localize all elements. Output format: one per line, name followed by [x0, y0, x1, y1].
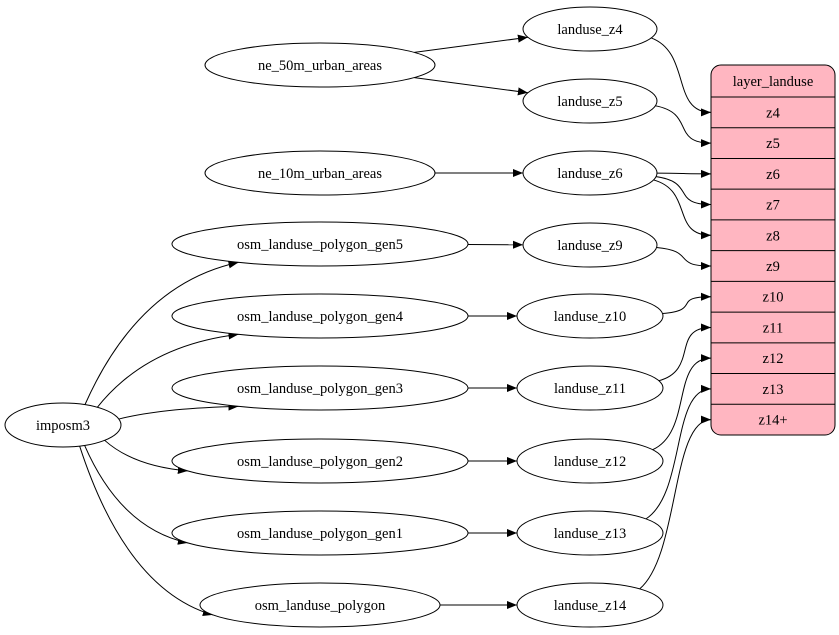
edge-ne-50m-urban-areas-to-landuse-z5 — [414, 77, 528, 96]
edge-imposm3-to-osm-landuse-polygon — [79, 445, 214, 616]
node-ellipse — [171, 221, 469, 267]
node-label: osm_landuse_polygon_gen5 — [237, 237, 403, 253]
edge-landuse-z5-to-layer-landuse-z5 — [655, 105, 712, 148]
record-port-z8: z8 — [766, 228, 780, 244]
node-label: osm_landuse_polygon_gen3 — [237, 381, 403, 397]
node-label: landuse_z13 — [554, 526, 626, 542]
node-ellipse — [4, 402, 122, 448]
node-ellipse — [516, 438, 664, 484]
record-port-z9: z9 — [766, 259, 780, 275]
node-landuse-z13: landuse_z13 — [516, 510, 664, 556]
record-port-z7: z7 — [766, 198, 780, 214]
node-label: landuse_z11 — [554, 381, 626, 397]
edge-landuse-z14-to-layer-landuse-z14plus — [639, 415, 712, 590]
node-landuse-z14: landuse_z14 — [516, 582, 664, 628]
nodes: ne_50m_urban_areas ne_10m_urban_areas osm_… — [4, 6, 664, 628]
node-ellipse — [516, 510, 664, 556]
node-label: landuse_z14 — [554, 598, 627, 614]
node-landuse-z6: landuse_z6 — [522, 150, 658, 196]
record-port-z5: z5 — [766, 136, 780, 152]
edge-landuse-z4-to-layer-landuse-z4 — [651, 37, 712, 117]
node-osm-landuse-polygon-gen1: osm_landuse_polygon_gen1 — [171, 510, 469, 556]
node-osm-landuse-polygon-gen5: osm_landuse_polygon_gen5 — [171, 221, 469, 267]
edge-landuse-z6-to-layer-landuse-z8 — [653, 179, 712, 240]
node-landuse-z4: landuse_z4 — [522, 6, 658, 52]
record-title: layer_landuse — [733, 74, 814, 90]
node-ellipse — [171, 438, 469, 484]
edge-landuse-z6-to-layer-landuse-z7 — [656, 176, 712, 209]
node-landuse-z9: landuse_z9 — [522, 222, 658, 268]
edge-imposm3-to-osm-landuse-polygon-gen3 — [118, 402, 239, 420]
record-port-z11: z11 — [763, 320, 783, 336]
node-label: landuse_z5 — [557, 94, 622, 110]
record-port-z4: z4 — [766, 105, 780, 121]
node-landuse-z11: landuse_z11 — [516, 365, 664, 411]
record-port-z12: z12 — [763, 351, 784, 367]
node-landuse-z5: landuse_z5 — [522, 78, 658, 124]
node-landuse-z10: landuse_z10 — [516, 293, 664, 339]
record-port-z10: z10 — [763, 290, 784, 306]
node-imposm3: imposm3 — [4, 402, 122, 448]
node-label: landuse_z6 — [557, 166, 622, 182]
record-port-z13: z13 — [763, 382, 784, 398]
node-label: imposm3 — [36, 418, 90, 434]
edge-landuse-z10-to-layer-landuse-z10 — [662, 292, 712, 315]
node-ellipse — [522, 78, 658, 124]
node-ellipse — [522, 222, 658, 268]
record-port-z6: z6 — [766, 167, 780, 183]
node-ellipse — [204, 42, 436, 88]
edge-ne-50m-urban-areas-to-landuse-z4 — [414, 34, 528, 53]
node-ellipse — [516, 293, 664, 339]
edge-landuse-z13-to-layer-landuse-z13 — [645, 384, 712, 520]
node-ne-10m-urban-areas: ne_10m_urban_areas — [204, 150, 436, 196]
node-osm-landuse-polygon-gen3: osm_landuse_polygon_gen3 — [171, 365, 469, 411]
node-label: osm_landuse_polygon — [255, 598, 386, 614]
node-label: ne_10m_urban_areas — [258, 166, 382, 182]
node-ellipse — [171, 365, 469, 411]
node-label: osm_landuse_polygon_gen4 — [237, 309, 404, 325]
node-ellipse — [522, 150, 658, 196]
edge-landuse-z12-to-layer-landuse-z12 — [652, 354, 712, 451]
node-label: osm_landuse_polygon_gen1 — [237, 526, 403, 542]
node-label: ne_50m_urban_areas — [258, 58, 382, 74]
edge-imposm3-to-osm-landuse-polygon-gen1 — [84, 445, 188, 545]
edge-landuse-z11-to-layer-landuse-z11 — [658, 323, 712, 382]
node-label: landuse_z4 — [557, 22, 623, 38]
node-label: osm_landuse_polygon_gen2 — [237, 454, 403, 470]
record-port-z14plus: z14+ — [758, 413, 787, 429]
edge-imposm3-to-osm-landuse-polygon-gen4 — [96, 331, 239, 408]
node-landuse-z12: landuse_z12 — [516, 438, 664, 484]
node-ellipse — [204, 150, 436, 196]
edge-landuse-z6-to-layer-landuse-z6 — [656, 169, 712, 178]
layer-landuse-record: layer_landuse z4 z5 z6 z7 z8 z9 z10 z11 z12 z13 z14… — [710, 64, 836, 436]
node-osm-landuse-polygon-gen2: osm_landuse_polygon_gen2 — [171, 438, 469, 484]
node-ellipse — [171, 510, 469, 556]
node-label: landuse_z12 — [554, 454, 626, 470]
node-osm-landuse-polygon-gen4: osm_landuse_polygon_gen4 — [171, 293, 469, 339]
edge-imposm3-to-osm-landuse-polygon-gen5 — [84, 260, 239, 405]
node-label: landuse_z9 — [557, 238, 622, 254]
node-ellipse — [199, 582, 441, 628]
edges — [79, 34, 712, 616]
node-label: landuse_z10 — [554, 309, 626, 325]
node-ellipse — [522, 6, 658, 52]
edge-landuse-z9-to-layer-landuse-z9 — [656, 246, 712, 270]
node-ellipse — [516, 582, 664, 628]
node-ellipse — [171, 293, 469, 339]
node-ne-50m-urban-areas: ne_50m_urban_areas — [204, 42, 436, 88]
edge-imposm3-to-osm-landuse-polygon-gen2 — [104, 439, 188, 475]
node-ellipse — [516, 365, 664, 411]
node-osm-landuse-polygon: osm_landuse_polygon — [199, 582, 441, 628]
